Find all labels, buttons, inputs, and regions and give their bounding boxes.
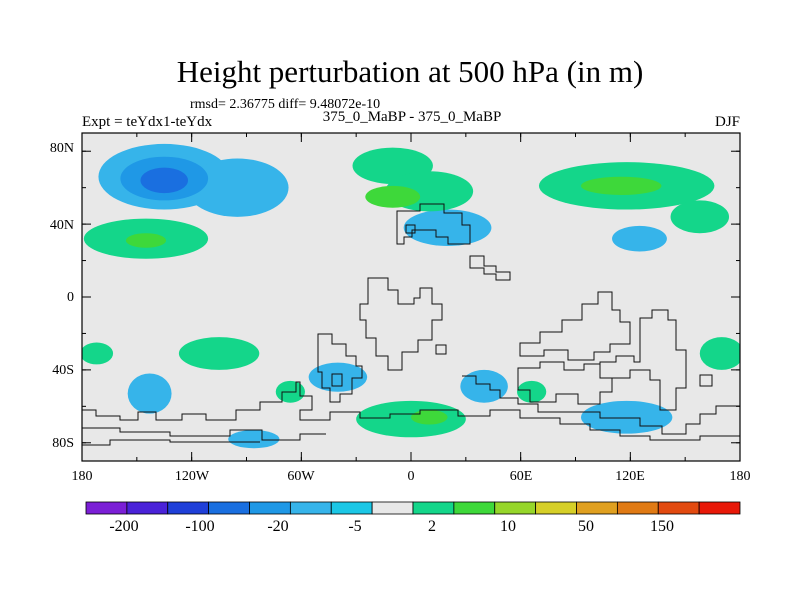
colorbar-swatch bbox=[576, 501, 618, 515]
colorbar-label: 10 bbox=[500, 518, 516, 535]
contour-blob bbox=[178, 337, 260, 370]
colorbar-swatch bbox=[289, 501, 332, 515]
coastline-australia bbox=[517, 361, 613, 405]
contour-region-dark-blue bbox=[140, 167, 189, 194]
colorbar-swatch bbox=[657, 501, 700, 515]
colorbar-swatch bbox=[85, 501, 128, 515]
contour-blob bbox=[670, 200, 730, 234]
coastline-europe-inner bbox=[405, 224, 416, 234]
coastline-africa bbox=[359, 277, 443, 371]
coastline-south-america bbox=[317, 333, 363, 403]
contour-blob bbox=[228, 430, 280, 449]
coastline-antarctic-base bbox=[82, 439, 260, 446]
contour-fields bbox=[82, 143, 740, 449]
stats-label: rmsd= 2.36775 diff= 9.48072e-10 bbox=[190, 97, 380, 112]
colorbar-swatch bbox=[453, 501, 496, 515]
contour-blob bbox=[612, 225, 667, 252]
coastline-asia-east bbox=[469, 255, 511, 281]
colorbar-label: 150 bbox=[650, 518, 674, 535]
y-tick-label: 0 bbox=[67, 290, 74, 305]
period-label: 375_0_MaBP - 375_0_MaBP bbox=[323, 109, 502, 125]
colorbar-swatch bbox=[494, 501, 537, 515]
contour-blob bbox=[580, 176, 662, 195]
x-tick-label: 0 bbox=[408, 469, 415, 484]
contour-blob bbox=[403, 209, 492, 246]
colorbar-swatch bbox=[412, 501, 455, 515]
y-axis-labels: 80N 40N 0 40S 80S bbox=[50, 141, 74, 451]
coastline-madagascar bbox=[435, 344, 447, 355]
coastline-south-america-west bbox=[331, 373, 343, 387]
contour-blob bbox=[580, 400, 673, 434]
colorbar-swatch bbox=[208, 501, 250, 515]
colorbar-swatch bbox=[167, 501, 210, 515]
coastline-southeast-asia bbox=[519, 291, 631, 361]
colorbar-swatch bbox=[330, 501, 373, 515]
experiment-label: Expt = teYdx1-teYdx bbox=[82, 114, 213, 130]
colorbar-label: -5 bbox=[348, 518, 361, 535]
coastline-pacific-island bbox=[699, 374, 713, 387]
x-tick-label: 180 bbox=[730, 469, 751, 484]
colorbar-label: -100 bbox=[185, 518, 214, 535]
colorbar-swatch bbox=[698, 501, 741, 515]
colorbar-label: -200 bbox=[109, 518, 138, 535]
contour-blob bbox=[365, 185, 421, 208]
colorbar-label: 2 bbox=[428, 518, 436, 535]
season-label: DJF bbox=[715, 114, 740, 130]
axis-ticks bbox=[81, 133, 741, 461]
contour-blob bbox=[411, 409, 448, 425]
coastline-southern-ocean bbox=[462, 375, 740, 435]
colorbar-label: 50 bbox=[578, 518, 594, 535]
contour-blob bbox=[517, 380, 547, 403]
contour-blob bbox=[125, 233, 167, 248]
coastlines bbox=[82, 203, 740, 446]
colorbar bbox=[85, 501, 741, 515]
x-tick-label: 60W bbox=[287, 469, 315, 484]
y-tick-label: 40S bbox=[52, 363, 74, 378]
contour-blob bbox=[460, 369, 508, 403]
x-tick-label: 120W bbox=[175, 469, 210, 484]
contour-blob bbox=[82, 342, 114, 365]
x-tick-label: 180 bbox=[72, 469, 93, 484]
contour-blob bbox=[186, 158, 289, 217]
contour-blob bbox=[140, 167, 189, 194]
colorbar-label: -20 bbox=[267, 518, 288, 535]
colorbar-labels: -200 -100 -20 -5 2 10 50 150 bbox=[109, 518, 674, 535]
coastline-antarctic-shelf bbox=[82, 427, 326, 441]
coastline-antarctica bbox=[82, 381, 740, 441]
y-tick-label: 40N bbox=[50, 218, 74, 233]
colorbar-swatch bbox=[249, 501, 291, 515]
contour-blob bbox=[356, 400, 466, 438]
contour-blob bbox=[127, 373, 172, 414]
chart-title: Height perturbation at 500 hPa (in m) bbox=[177, 54, 644, 89]
x-tick-label: 120E bbox=[615, 469, 645, 484]
coastline-europe-asia bbox=[396, 203, 471, 245]
colorbar-swatch bbox=[616, 501, 659, 515]
y-tick-label: 80N bbox=[50, 141, 74, 156]
colorbar-swatch bbox=[371, 501, 414, 515]
contour-blob bbox=[699, 337, 740, 370]
x-tick-label: 60E bbox=[510, 469, 533, 484]
coastline-new-guinea bbox=[599, 309, 687, 411]
x-axis-labels: 180 120W 60W 0 60E 120E 180 bbox=[72, 469, 751, 484]
colorbar-swatch bbox=[126, 501, 169, 515]
y-tick-label: 80S bbox=[52, 436, 74, 451]
contour-region-light-blue bbox=[98, 143, 673, 449]
contour-blob bbox=[308, 362, 368, 392]
colorbar-swatch bbox=[535, 501, 577, 515]
